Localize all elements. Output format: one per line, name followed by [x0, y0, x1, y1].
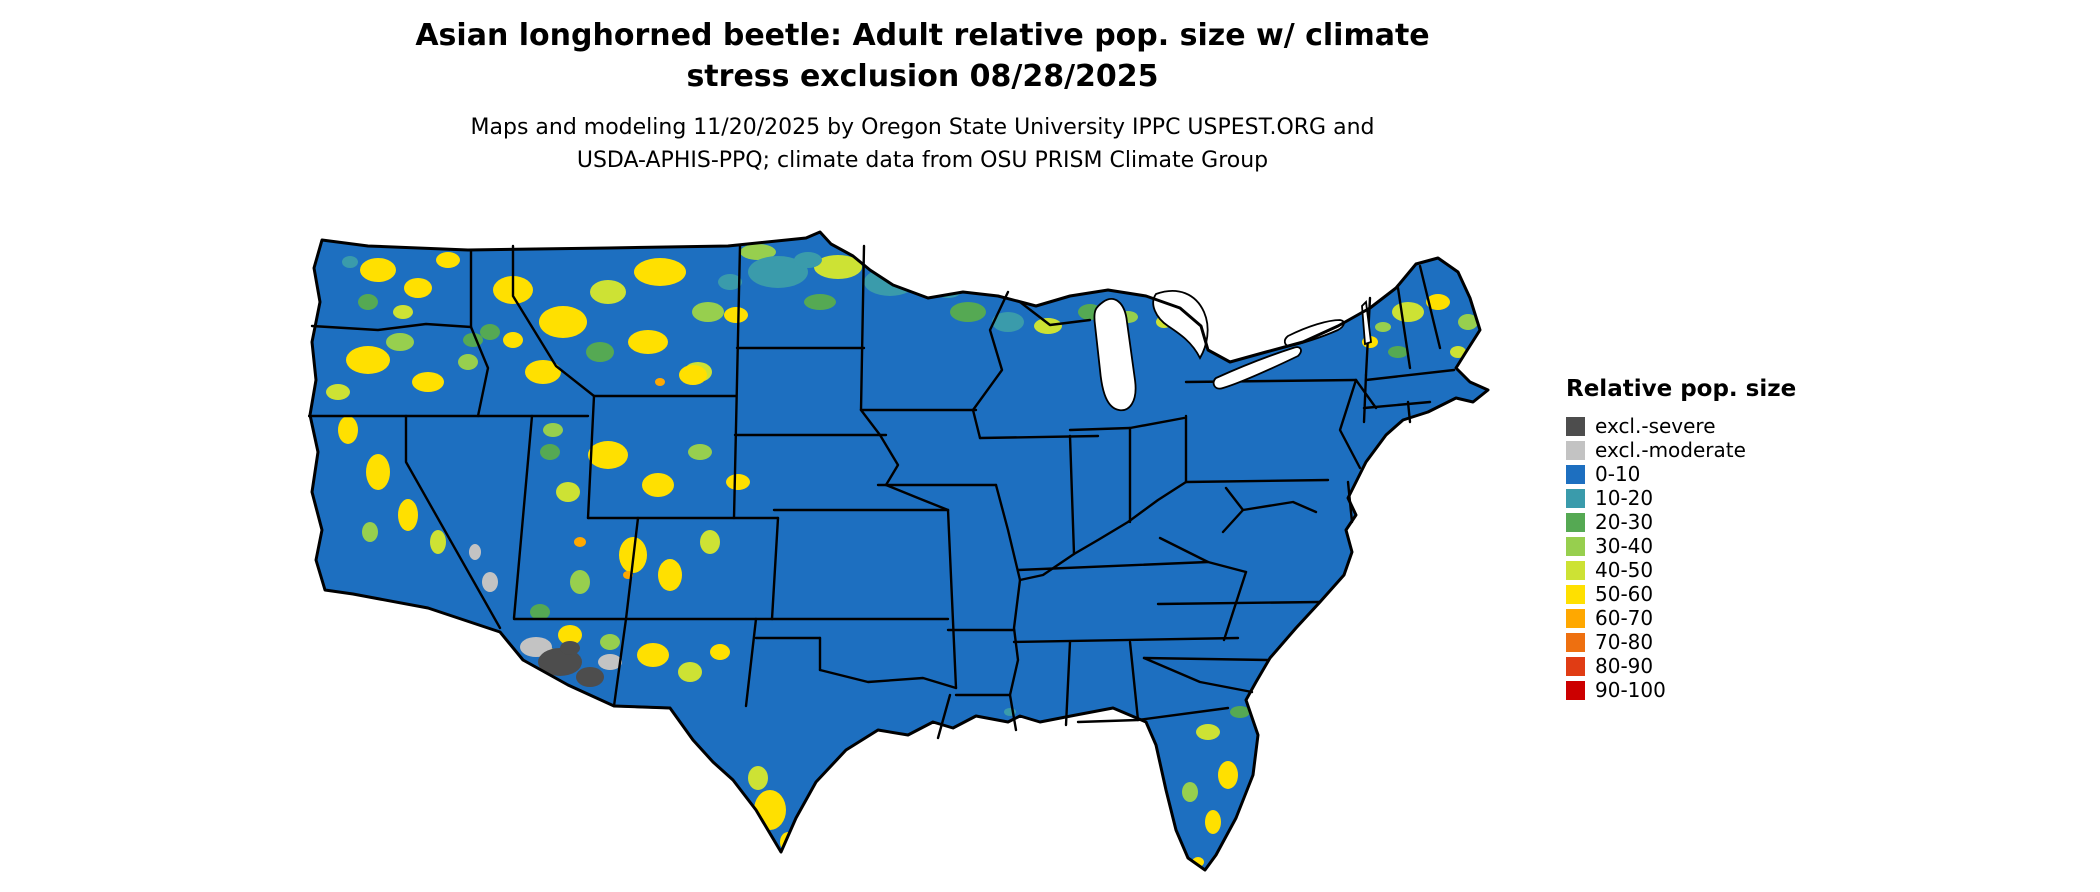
legend-item: excl.-moderate: [1566, 438, 1896, 462]
legend-item: 60-70: [1566, 606, 1896, 630]
legend-label: 0-10: [1595, 462, 1641, 486]
legend-item: 70-80: [1566, 630, 1896, 654]
legend-swatch: [1566, 560, 1585, 580]
map-legend: Relative pop. size excl.-severe excl.-mod…: [1566, 376, 1896, 702]
legend-label: 80-90: [1595, 654, 1654, 678]
legend-swatch: [1566, 464, 1585, 484]
legend-swatch: [1566, 512, 1585, 532]
legend-label: 30-40: [1595, 534, 1654, 558]
legend-items: excl.-severe excl.-moderate 0-10 10-20 20-30…: [1566, 414, 1896, 702]
legend-label: 90-100: [1595, 678, 1666, 702]
legend-label: excl.-moderate: [1595, 438, 1746, 462]
legend-label: 20-30: [1595, 510, 1654, 534]
legend-label: 10-20: [1595, 486, 1654, 510]
us-outline: [308, 230, 1490, 872]
legend-swatch: [1566, 608, 1585, 628]
title-line-1: Asian longhorned beetle: Adult relative …: [415, 18, 1430, 53]
legend-label: 60-70: [1595, 606, 1654, 630]
page-header: Asian longhorned beetle: Adult relative …: [0, 16, 1845, 177]
legend-swatch: [1566, 656, 1585, 676]
legend-swatch: [1566, 584, 1585, 604]
legend-item: 0-10: [1566, 462, 1896, 486]
us-map-svg: [308, 230, 1490, 872]
page-subtitle: Maps and modeling 11/20/2025 by Oregon S…: [0, 111, 1845, 177]
legend-swatch: [1566, 536, 1585, 556]
legend-title: Relative pop. size: [1566, 376, 1797, 402]
subtitle-line-1: Maps and modeling 11/20/2025 by Oregon S…: [470, 115, 1375, 140]
legend-item: 20-30: [1566, 510, 1896, 534]
legend-swatch: [1566, 632, 1585, 652]
legend-item: 90-100: [1566, 678, 1896, 702]
legend-item: 80-90: [1566, 654, 1896, 678]
legend-label: excl.-severe: [1595, 414, 1716, 438]
legend-label: 70-80: [1595, 630, 1654, 654]
legend-label: 50-60: [1595, 582, 1654, 606]
lake-erie: [1212, 346, 1302, 390]
legend-swatch: [1566, 440, 1585, 460]
legend-swatch: [1566, 488, 1585, 508]
legend-swatch: [1566, 416, 1585, 436]
legend-swatch: [1566, 680, 1585, 700]
lake-michigan: [1093, 298, 1137, 412]
title-line-2: stress exclusion 08/28/2025: [686, 58, 1159, 94]
subtitle-line-2: USDA-APHIS-PPQ; climate data from OSU PR…: [576, 148, 1269, 173]
legend-item: 50-60: [1566, 582, 1896, 606]
lake-ontario: [1283, 319, 1345, 347]
legend-item: 40-50: [1566, 558, 1896, 582]
page-title: Asian longhorned beetle: Adult relative …: [0, 16, 1845, 97]
great-lakes: [1093, 290, 1372, 412]
lake-huron: [1152, 290, 1209, 360]
legend-item: 10-20: [1566, 486, 1896, 510]
us-map: [308, 230, 1523, 885]
legend-item: 30-40: [1566, 534, 1896, 558]
legend-item: excl.-severe: [1566, 414, 1896, 438]
us-land-base: [310, 232, 1488, 870]
legend-label: 40-50: [1595, 558, 1654, 582]
